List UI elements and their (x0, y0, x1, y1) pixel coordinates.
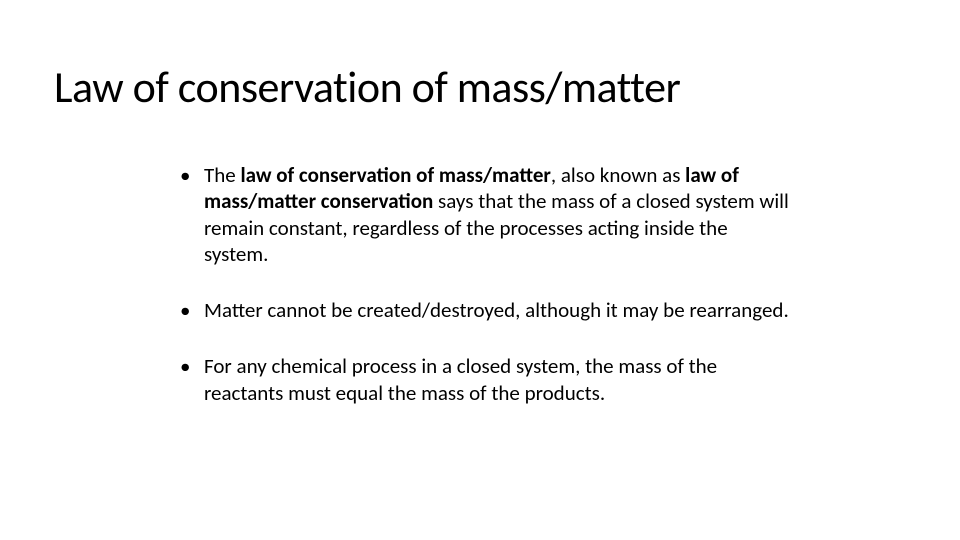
slide: Law of conservation of mass/matter The l… (0, 0, 960, 540)
list-item: For any chemical process in a closed sys… (180, 353, 790, 406)
list-item: Matter cannot be created/destroyed, alth… (180, 297, 790, 323)
text-run: The (204, 162, 240, 188)
text-run: Matter cannot be created/destroyed, alth… (204, 297, 789, 323)
bullet-list: The law of conservation of mass/matter, … (60, 162, 900, 406)
list-item: The law of conservation of mass/matter, … (180, 162, 790, 267)
slide-title: Law of conservation of mass/matter (54, 60, 900, 114)
text-run: For any chemical process in a closed sys… (204, 353, 717, 405)
text-run: , also known as (551, 162, 685, 188)
bold-run: law of conservation of mass/matter (240, 162, 550, 188)
